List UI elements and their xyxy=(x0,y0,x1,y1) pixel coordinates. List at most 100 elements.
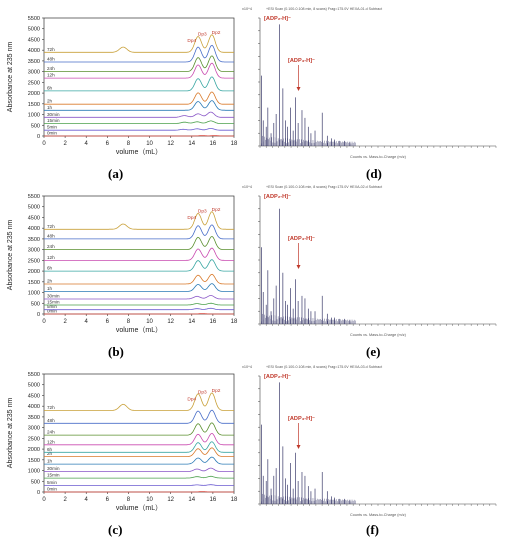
y-tick-label: 3500 xyxy=(28,237,40,243)
x-axis-label: Counts vs. Mass-to-Charge (m/z) xyxy=(350,513,407,517)
series-line xyxy=(44,34,234,53)
x-tick-label: 16 xyxy=(210,319,217,325)
y-tick-label: 4500 xyxy=(28,393,40,399)
peak-label: Dp3 xyxy=(198,209,207,215)
series-line xyxy=(44,128,234,131)
x-tick-label: 18 xyxy=(231,141,238,147)
series-label: 2h xyxy=(47,278,53,283)
chromatogram-c: 0 500 1000 1500 2000 2500 3000 3500 4000 4500 5000… xyxy=(0,364,250,519)
series-label: 72h xyxy=(47,224,55,229)
series-line xyxy=(44,224,234,240)
y-tick-label: 3000 xyxy=(28,70,40,76)
y-tick-label: 1000 xyxy=(28,291,40,297)
series-line xyxy=(44,111,234,118)
peak-label: Dp3 xyxy=(198,32,207,38)
spectrum-header: +ESI Scan (0.100-0.108 min, 8 scans) Fra… xyxy=(266,7,382,11)
series-line xyxy=(44,259,234,272)
series-label: 24h xyxy=(47,430,55,435)
series-label: 15min xyxy=(47,299,60,304)
series-label: 6h xyxy=(47,85,53,90)
peak-label: Dp2 xyxy=(212,207,221,213)
series-label: 0min xyxy=(47,487,57,492)
x-tick-label: 12 xyxy=(167,497,174,503)
y-tick-label: 500 xyxy=(31,479,40,485)
y-tick-label: 5000 xyxy=(28,27,40,33)
series-line xyxy=(44,247,234,261)
series-label: 2h xyxy=(47,99,53,104)
x-tick-label: 0 xyxy=(42,497,46,503)
series-label: 6h xyxy=(47,447,53,452)
y-tick-label: 4000 xyxy=(28,404,40,410)
y-tick-label: 0 xyxy=(37,312,40,318)
series-line xyxy=(44,76,234,92)
series-line xyxy=(44,273,234,285)
y-axis-label: Absorbance at 235 nm xyxy=(7,220,14,291)
arrowhead-icon xyxy=(296,265,301,269)
series-label: 15min xyxy=(47,118,60,123)
series-label: 12h xyxy=(47,255,55,260)
caption-b: (b) xyxy=(108,344,124,359)
x-tick-label: 16 xyxy=(210,497,217,503)
x-tick-label: 6 xyxy=(106,319,110,325)
y-tick-label: 0 xyxy=(37,134,40,140)
y-axis-label: Absorbance at 235 nm xyxy=(7,398,14,469)
scale-label: x10^4 xyxy=(242,185,252,189)
y-tick-label: 500 xyxy=(31,123,40,129)
caption-c: (c) xyxy=(108,522,123,537)
series-line xyxy=(44,484,234,486)
series-label: 30min xyxy=(47,466,60,471)
series-line xyxy=(44,392,234,411)
y-tick-label: 2500 xyxy=(28,80,40,86)
peak-label: Dp4 xyxy=(187,38,196,44)
peak-label: Dp3 xyxy=(198,390,207,396)
series-label: 48h xyxy=(47,233,55,238)
x-axis-label: volume（mL） xyxy=(116,504,162,512)
scale-label: x10^4 xyxy=(242,7,252,11)
x-tick-label: 6 xyxy=(106,497,110,503)
peak-label: Dp2 xyxy=(212,388,221,394)
x-tick-label: 12 xyxy=(167,319,174,325)
series-line xyxy=(44,409,234,424)
y-axis-label: Absorbance at 235 nm xyxy=(7,42,14,113)
x-tick-label: 18 xyxy=(231,319,238,325)
series-label: 30min xyxy=(47,293,60,298)
series-line xyxy=(44,55,234,72)
y-tick-label: 4500 xyxy=(28,37,40,43)
x-tick-label: 10 xyxy=(146,497,153,503)
series-label: 5min xyxy=(47,304,57,309)
series-line xyxy=(44,211,234,230)
spectrum-header: +ESI Scan (0.100-0.108 min, 8 scans) Fra… xyxy=(266,365,382,369)
y-tick-label: 3000 xyxy=(28,248,40,254)
series-line xyxy=(44,447,234,457)
x-tick-label: 2 xyxy=(63,319,67,325)
series-line xyxy=(44,236,234,250)
x-axis-label: Counts vs. Mass-to-Charge (m/z) xyxy=(350,333,407,337)
y-tick-label: 4500 xyxy=(28,215,40,221)
y-tick-label: 1500 xyxy=(28,102,40,108)
series-label: 72h xyxy=(47,47,55,52)
peak-label: Dp4 xyxy=(187,396,196,402)
arrowhead-icon xyxy=(296,87,301,91)
y-tick-label: 2000 xyxy=(28,269,40,275)
series-label: 5min xyxy=(47,125,57,130)
x-tick-label: 6 xyxy=(106,141,110,147)
annotation-adp3: [ADP₃-H]⁻ xyxy=(288,58,315,64)
series-line xyxy=(44,283,234,292)
series-line xyxy=(44,456,234,465)
y-tick-label: 4000 xyxy=(28,226,40,232)
spectrum-e-svg: +ESI Scan (0.100-0.108 min, 8 scans) Fra… xyxy=(242,185,497,337)
series-line xyxy=(44,91,234,105)
annotation-adp3: [ADP₃-H]⁻ xyxy=(288,416,315,422)
chromatogram-b: 0 500 1000 1500 2000 2500 3000 3500 4000 4500 5000… xyxy=(0,186,250,341)
y-tick-label: 5000 xyxy=(28,383,40,389)
x-tick-label: 18 xyxy=(231,497,238,503)
arrowhead-icon xyxy=(296,445,301,449)
series-line xyxy=(44,422,234,436)
x-tick-label: 2 xyxy=(63,497,67,503)
annotation-adp3: [ADP₃-H]⁻ xyxy=(288,236,315,242)
series-line xyxy=(44,432,234,446)
y-tick-label: 2000 xyxy=(28,447,40,453)
y-tick-label: 0 xyxy=(37,490,40,496)
y-tick-label: 4000 xyxy=(28,48,40,54)
x-tick-label: 10 xyxy=(146,141,153,147)
